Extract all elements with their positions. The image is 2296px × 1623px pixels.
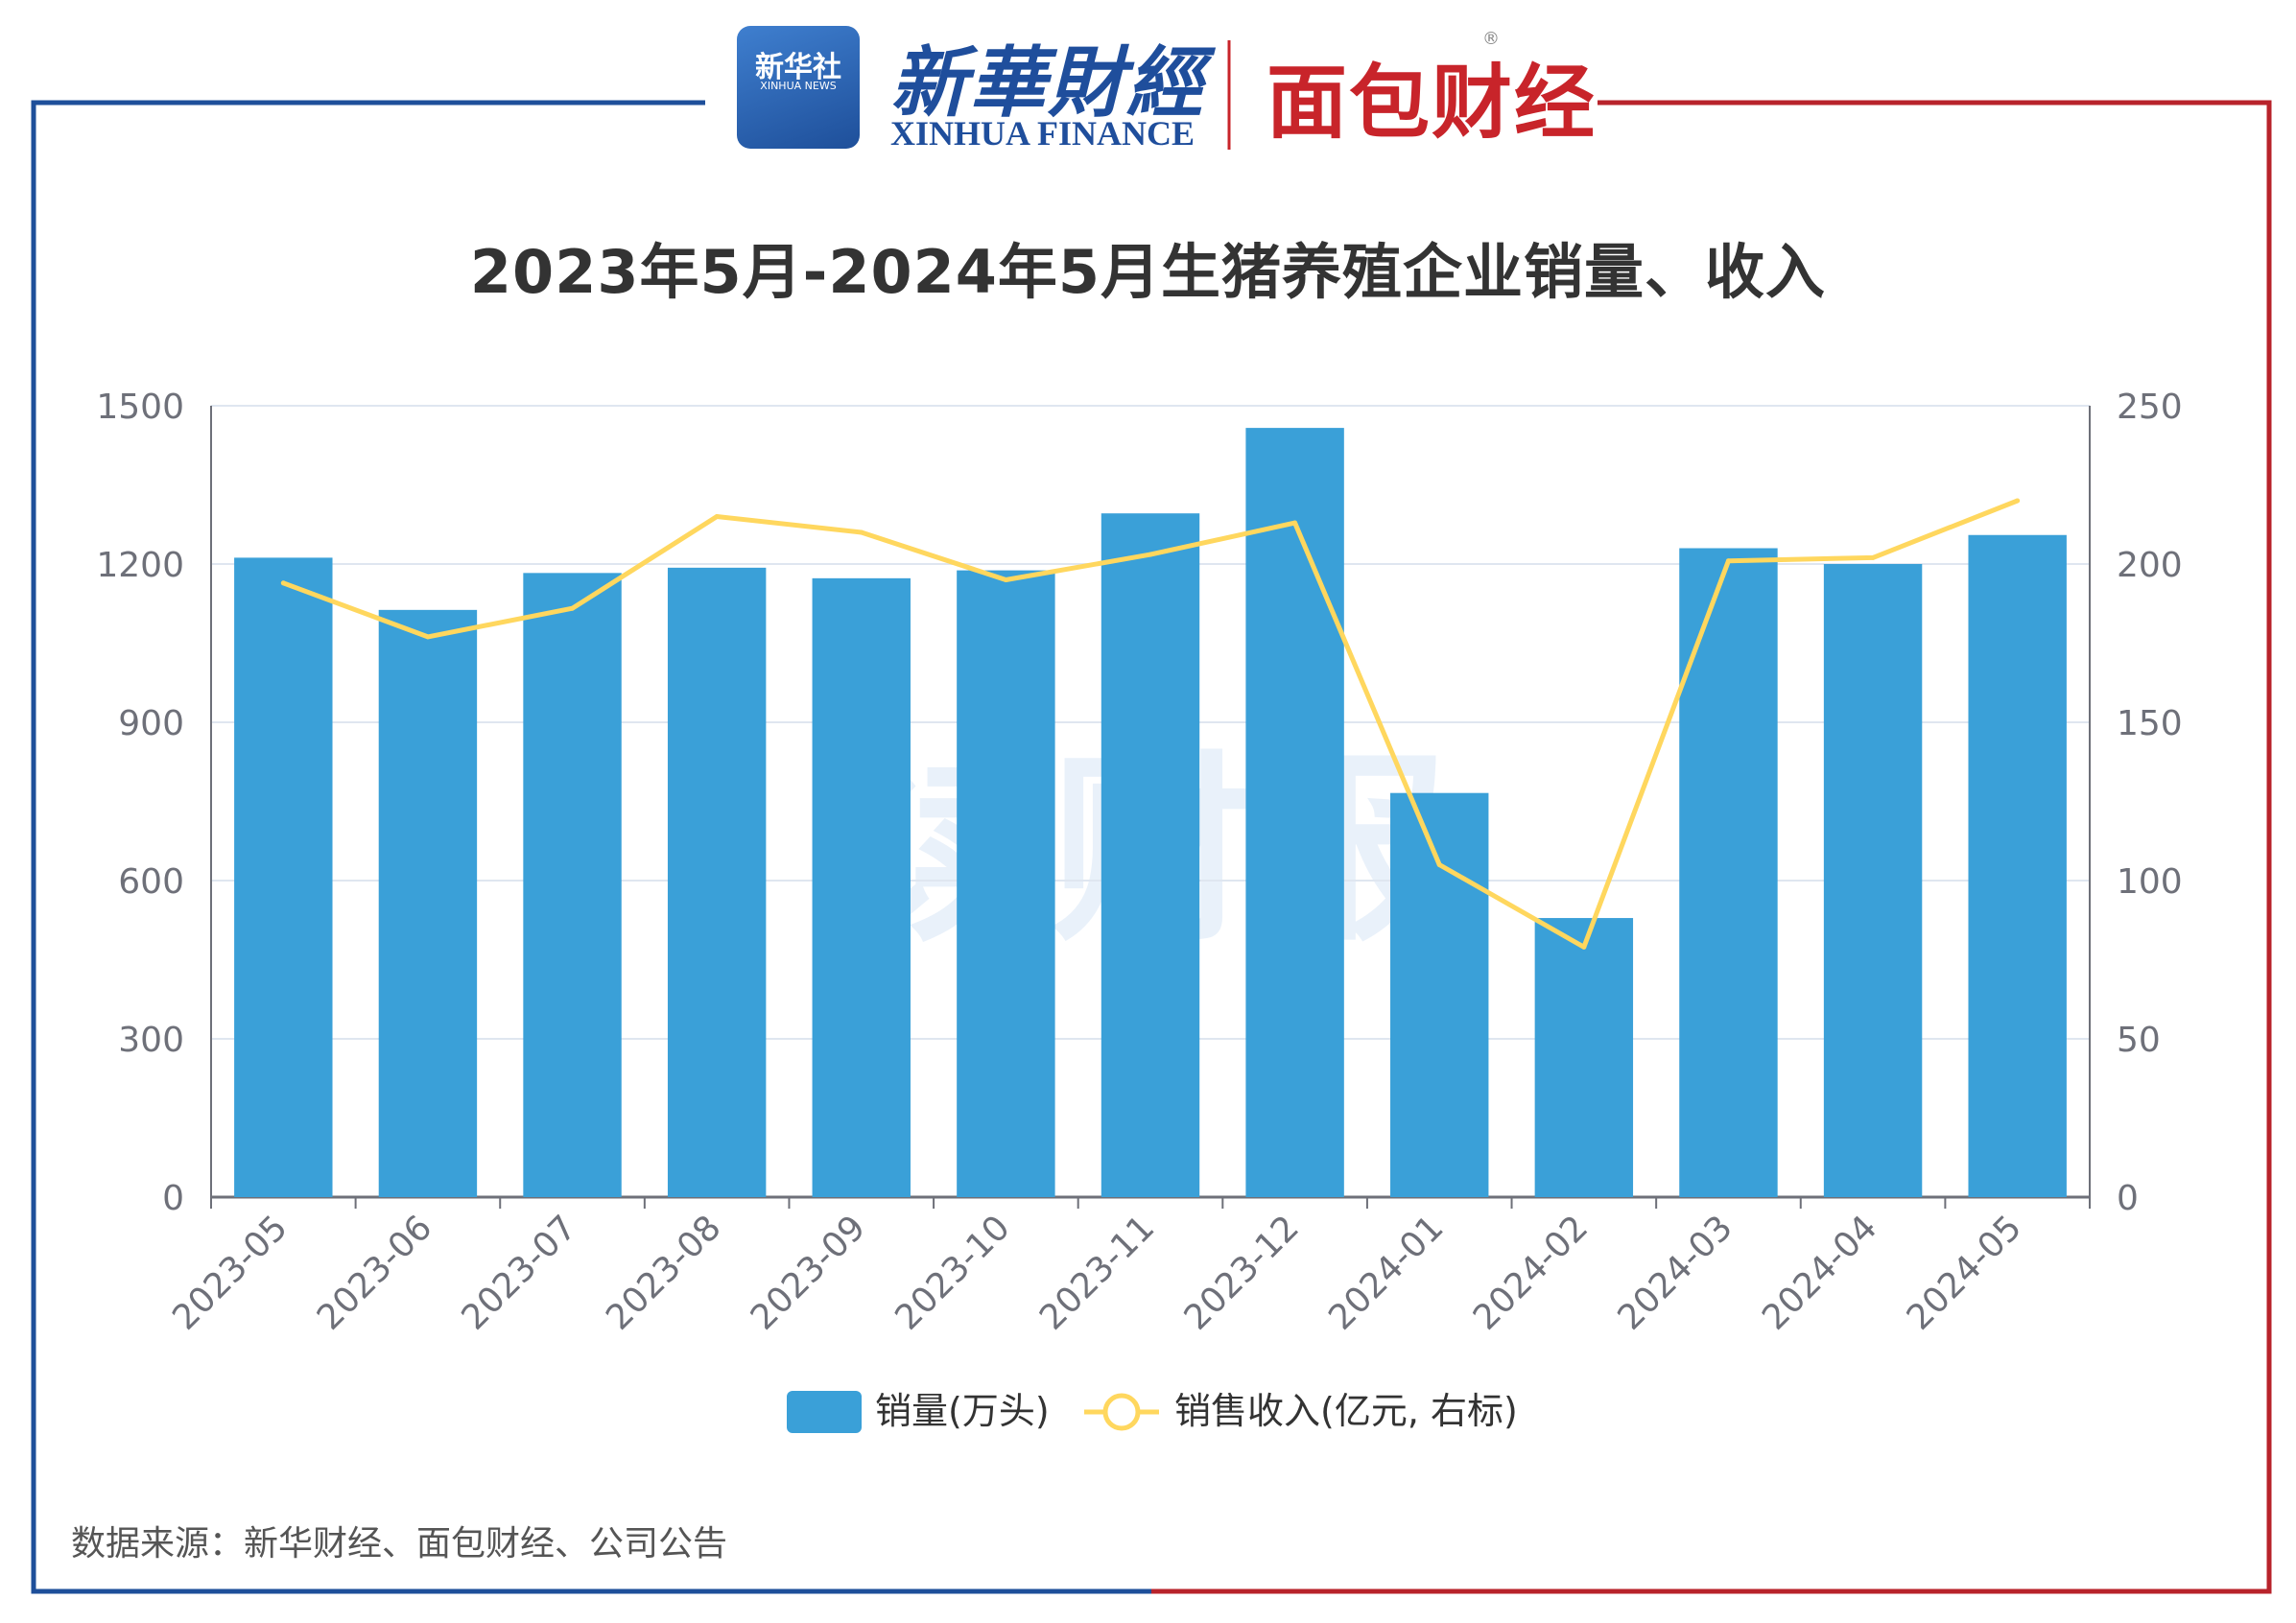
y-right-tick-label: 200 bbox=[2117, 546, 2183, 585]
bar-2023-06 bbox=[378, 609, 478, 1197]
bar-2024-03 bbox=[1679, 548, 1778, 1197]
xinhua-badge-cn: 新华社 bbox=[755, 51, 841, 84]
x-tick-label: 2023-06 bbox=[310, 1208, 439, 1337]
x-tick-label: 2024-04 bbox=[1755, 1208, 1884, 1337]
revenue-point-2024-05 bbox=[2015, 498, 2021, 504]
y-right-tick-label: 150 bbox=[2117, 704, 2183, 743]
bar-2023-05 bbox=[234, 557, 333, 1197]
x-tick-label: 2023-10 bbox=[888, 1208, 1017, 1337]
y-left-tick-label: 1500 bbox=[96, 388, 184, 427]
x-tick-label: 2024-01 bbox=[1321, 1208, 1451, 1337]
bar-2023-10 bbox=[957, 570, 1055, 1197]
bar-2024-04 bbox=[1823, 564, 1923, 1197]
revenue-point-2023-10 bbox=[1003, 577, 1008, 582]
y-right-tick-label: 100 bbox=[2117, 862, 2183, 902]
bar-2024-02 bbox=[1534, 918, 1634, 1197]
legend: 销量(万头) 销售收入(亿元, 右标) bbox=[787, 1390, 1518, 1433]
x-tick-label: 2023-07 bbox=[455, 1208, 584, 1337]
frame-border-left bbox=[31, 100, 1151, 1594]
bar-2023-08 bbox=[667, 567, 767, 1197]
y-left-tick-label: 900 bbox=[118, 704, 184, 743]
x-tick-label: 2024-02 bbox=[1466, 1208, 1596, 1337]
xinhua-badge-en: XINHUA NEWS bbox=[760, 80, 837, 92]
revenue-point-2023-08 bbox=[714, 514, 720, 519]
xinhua-news-logo: 新华社 XINHUA NEWS bbox=[737, 26, 860, 149]
x-tick-label: 2023-05 bbox=[165, 1208, 295, 1337]
revenue-point-2023-12 bbox=[1292, 520, 1298, 526]
xinhua-finance-logo-cn: 新華財經 bbox=[890, 37, 1205, 128]
legend-bar-label: 销量(万头) bbox=[875, 1390, 1050, 1432]
frame-border-right bbox=[1151, 100, 2272, 1594]
bar-2024-05 bbox=[1968, 534, 2067, 1197]
mianbao-finance-logo: 面包财经 bbox=[1266, 56, 1598, 150]
y-right-tick-label: 250 bbox=[2117, 388, 2183, 427]
y-left-tick-label: 1200 bbox=[96, 546, 184, 585]
bar-2023-11 bbox=[1101, 513, 1200, 1197]
data-source: 数据来源：新华财经、面包财经、公司公告 bbox=[71, 1524, 728, 1564]
y-right-tick-label: 0 bbox=[2117, 1179, 2139, 1218]
y-right-tick-label: 50 bbox=[2117, 1021, 2161, 1060]
revenue-point-2023-06 bbox=[425, 634, 431, 640]
bar-2023-09 bbox=[812, 577, 911, 1197]
bar-2023-12 bbox=[1245, 428, 1344, 1198]
x-tick-label: 2024-03 bbox=[1610, 1208, 1740, 1337]
revenue-point-2023-11 bbox=[1148, 552, 1153, 557]
chart-title: 2023年5月-2024年5月生猪养殖企业销量、收入 bbox=[469, 237, 1827, 307]
x-tick-label: 2023-12 bbox=[1177, 1208, 1307, 1337]
x-tick-label: 2023-11 bbox=[1032, 1208, 1162, 1337]
legend-bar-swatch bbox=[787, 1391, 862, 1433]
y-left-tick-label: 600 bbox=[118, 862, 184, 902]
revenue-point-2023-05 bbox=[280, 580, 286, 586]
plot-area: 0 300 600 900 1200 1500 0 50 100 150 200 250 2023-05… bbox=[96, 388, 2182, 1338]
bar-2024-01 bbox=[1390, 792, 1489, 1197]
y-left-tick-label: 0 bbox=[162, 1179, 184, 1218]
xinhua-finance-logo-en: XINHUA FINANCE bbox=[890, 114, 1195, 153]
x-tick-label: 2024-05 bbox=[1900, 1208, 2029, 1337]
revenue-point-2023-09 bbox=[859, 529, 864, 535]
revenue-point-2023-07 bbox=[570, 605, 576, 611]
y-left-tick-label: 300 bbox=[118, 1021, 184, 1060]
registered-mark: ® bbox=[1482, 29, 1500, 49]
revenue-point-2024-01 bbox=[1436, 862, 1442, 867]
legend-line-label: 销售收入(亿元, 右标) bbox=[1174, 1390, 1518, 1432]
legend-line-marker bbox=[1102, 1393, 1141, 1431]
revenue-point-2024-02 bbox=[1581, 944, 1587, 950]
x-tick-label: 2023-08 bbox=[599, 1208, 728, 1337]
revenue-point-2024-03 bbox=[1725, 558, 1731, 564]
bar-2023-07 bbox=[523, 573, 622, 1197]
revenue-point-2024-04 bbox=[1870, 554, 1876, 560]
x-tick-label: 2023-09 bbox=[744, 1208, 873, 1337]
